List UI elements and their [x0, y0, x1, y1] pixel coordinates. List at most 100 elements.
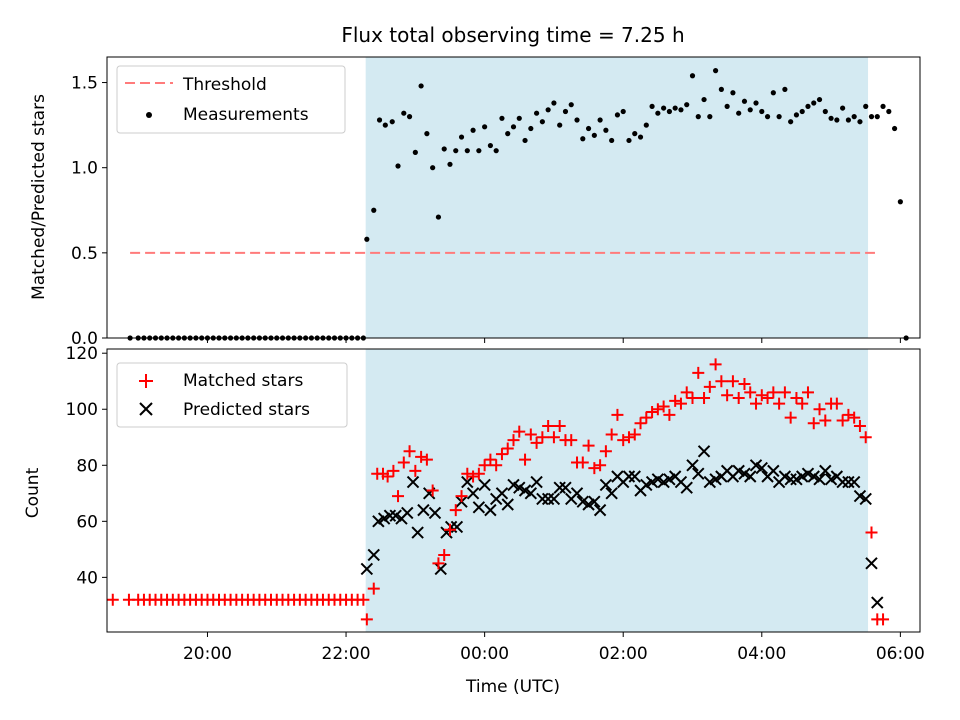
x-tick-label: 22:00: [322, 644, 371, 664]
y-tick-label: 80: [76, 456, 98, 476]
measurement-point: [464, 148, 470, 154]
matched-point: [611, 408, 624, 421]
measurement-point: [430, 165, 436, 171]
predicted-point: [859, 492, 872, 506]
matched-point: [848, 411, 861, 424]
matched-point: [732, 392, 745, 405]
measurement-point: [382, 122, 388, 128]
predicted-point: [697, 445, 711, 458]
bottom-axes-frame: [106, 348, 921, 633]
predicted-point: [547, 492, 561, 506]
measurement-point: [701, 96, 707, 103]
bottom-legend-box: [116, 362, 348, 428]
matched-point: [387, 464, 400, 477]
y-tick-label: 1.5: [71, 74, 98, 94]
measurement-point: [897, 199, 903, 205]
measurement-point: [424, 131, 430, 137]
matched-point: [415, 450, 428, 463]
predicted-point: [417, 503, 430, 517]
measurement-point: [891, 125, 898, 132]
matched-point: [588, 462, 601, 475]
matched-point: [432, 557, 445, 570]
matched-point: [859, 431, 872, 444]
matched-point: [709, 358, 722, 371]
matched-point: [381, 470, 394, 483]
predicted-point: [411, 526, 424, 539]
top-legend-box: [116, 65, 346, 134]
matched-point: [367, 582, 380, 595]
measurement-point: [568, 102, 574, 108]
measurement-point: [510, 124, 517, 130]
predicted-point: [755, 461, 768, 475]
measurement-point: [482, 124, 488, 130]
matched-point: [507, 434, 520, 447]
matched-point: [536, 431, 549, 444]
matched-point: [726, 375, 739, 388]
matched-point: [443, 523, 456, 536]
matched-point: [472, 467, 485, 480]
measurement-point: [580, 136, 586, 142]
predicted-point: [495, 487, 509, 500]
measurement-point: [545, 107, 551, 113]
matched-point: [703, 380, 716, 393]
matched-point: [715, 375, 728, 388]
matched-point: [784, 411, 797, 424]
measurement-point: [666, 108, 673, 115]
measurement-point: [649, 103, 655, 109]
measurement-point: [805, 103, 811, 109]
top-panel: Flux total observing time = 7.25 h Match…: [29, 23, 921, 349]
predicted-point: [767, 464, 780, 478]
measurements-points: [127, 68, 909, 341]
measurement-point: [788, 119, 794, 125]
measurement-point: [522, 137, 528, 144]
measurement-point: [528, 125, 534, 132]
measurement-point: [643, 122, 649, 128]
y-tick-label: 0.0: [71, 329, 98, 349]
predicted-point: [847, 475, 861, 489]
measurement-point: [597, 117, 603, 123]
matched-point: [663, 408, 676, 421]
measurement-point: [759, 108, 765, 115]
measurement-point: [562, 108, 569, 115]
measurement-point: [632, 131, 638, 137]
measurement-point: [695, 114, 701, 120]
measurement-point: [886, 108, 892, 115]
top-x-axis: [206, 338, 901, 343]
measurement-point: [747, 107, 753, 113]
matched-point: [830, 397, 843, 410]
measurement-point: [689, 73, 696, 79]
predicted-point: [536, 492, 549, 506]
matched-point: [576, 456, 589, 469]
matched-point: [605, 428, 618, 441]
measurement-point: [412, 149, 418, 155]
measurement-point: [591, 132, 597, 138]
measurement-point: [678, 107, 684, 113]
measurement-point: [441, 146, 447, 152]
measurement-point: [782, 86, 788, 92]
matched-legend-label: Matched stars: [183, 371, 303, 391]
bottom-observing-window: [365, 349, 869, 632]
predicted-point: [784, 473, 797, 486]
measurement-point: [470, 127, 476, 133]
top-y-axis: 0.0 0.5 1.0 1.5: [71, 74, 107, 349]
measurement-point: [364, 236, 370, 242]
measurement-point: [574, 117, 580, 123]
y-tick-label: 40: [76, 568, 98, 588]
predicted-point: [501, 498, 514, 511]
measurement-point: [406, 114, 413, 120]
measurement-point: [533, 110, 540, 116]
predicted-point: [865, 557, 878, 570]
measurements-legend-label: Measurements: [183, 105, 309, 125]
predicted-point: [461, 475, 474, 489]
matched-point: [778, 386, 791, 399]
predicted-point: [541, 492, 555, 506]
matched-point: [628, 428, 641, 441]
measurement-point: [557, 122, 563, 128]
matched-point: [686, 392, 699, 405]
matched-point: [634, 417, 647, 430]
measurement-point: [516, 115, 522, 121]
matched-legend-swatch: [139, 374, 153, 388]
measurement-point: [620, 108, 626, 115]
measurement-point: [845, 117, 852, 123]
